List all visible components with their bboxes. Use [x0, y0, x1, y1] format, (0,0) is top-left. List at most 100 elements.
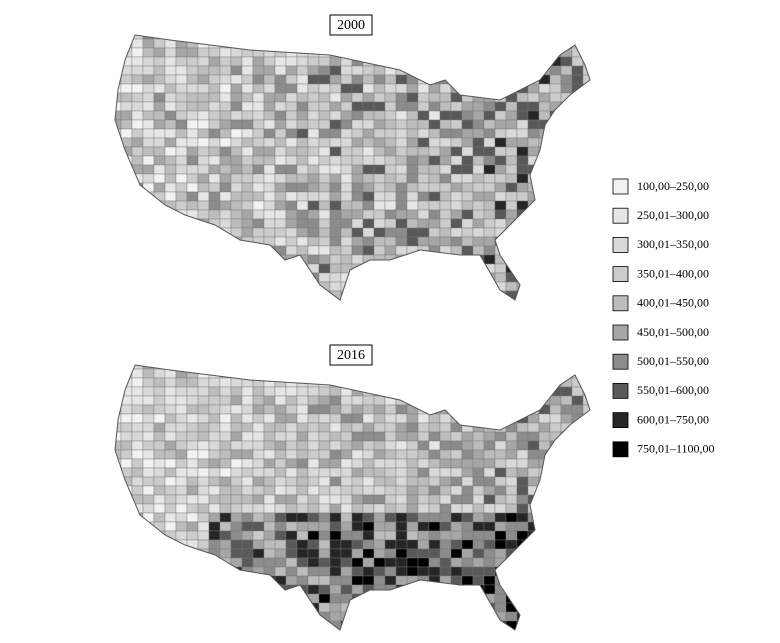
region — [549, 467, 562, 478]
region — [153, 272, 166, 283]
region — [197, 521, 210, 532]
region — [329, 611, 342, 622]
region — [340, 494, 353, 505]
region — [164, 110, 177, 121]
region — [472, 137, 485, 148]
region — [142, 182, 155, 193]
region — [461, 620, 474, 630]
region — [230, 602, 243, 613]
region — [428, 209, 441, 220]
region — [175, 512, 188, 523]
region — [296, 485, 309, 496]
region — [274, 35, 287, 40]
region — [131, 74, 144, 85]
region — [516, 602, 529, 613]
region — [571, 539, 584, 550]
region — [307, 254, 320, 265]
region — [472, 512, 485, 523]
region — [384, 602, 397, 613]
region — [340, 485, 353, 496]
region — [329, 272, 342, 283]
region — [175, 467, 188, 478]
region — [395, 200, 408, 211]
region — [417, 164, 430, 175]
region — [296, 146, 309, 157]
region — [417, 494, 430, 505]
region — [594, 183, 605, 192]
region — [241, 173, 254, 184]
region — [241, 137, 254, 148]
region — [428, 38, 441, 49]
region — [131, 236, 144, 247]
region — [318, 146, 331, 157]
region — [472, 35, 485, 40]
region — [208, 593, 221, 604]
region — [373, 377, 386, 388]
region — [329, 191, 342, 202]
region — [373, 575, 386, 586]
region — [494, 110, 507, 121]
region — [175, 56, 188, 67]
region — [483, 191, 496, 202]
region — [351, 137, 364, 148]
region — [274, 395, 287, 406]
region — [241, 593, 254, 604]
region — [351, 512, 364, 523]
region — [329, 200, 342, 211]
region — [197, 440, 210, 451]
region — [164, 404, 177, 415]
region — [373, 365, 386, 370]
region — [175, 575, 188, 586]
region — [154, 309, 165, 318]
region — [263, 173, 276, 184]
region — [428, 254, 441, 265]
region — [560, 35, 573, 40]
region — [362, 56, 375, 67]
region — [131, 101, 144, 112]
region — [505, 119, 518, 130]
region — [153, 245, 166, 256]
region — [142, 209, 155, 220]
region — [395, 431, 408, 442]
region — [594, 630, 605, 639]
region — [571, 503, 584, 514]
region — [450, 218, 463, 229]
region — [263, 164, 276, 175]
region — [115, 173, 122, 184]
region — [219, 440, 232, 451]
region — [384, 593, 397, 604]
region — [582, 485, 590, 496]
region — [582, 611, 590, 622]
region — [263, 467, 276, 478]
region — [131, 548, 144, 559]
region — [560, 458, 573, 469]
region — [252, 191, 265, 202]
region — [318, 431, 331, 442]
region — [252, 485, 265, 496]
region — [340, 539, 353, 550]
region — [307, 74, 320, 85]
region — [594, 111, 605, 120]
region — [417, 467, 430, 478]
region — [582, 137, 590, 148]
region — [307, 56, 320, 67]
region — [131, 65, 144, 76]
region — [472, 395, 485, 406]
region — [439, 629, 452, 630]
region — [594, 441, 605, 450]
region — [428, 395, 441, 406]
region — [175, 164, 188, 175]
region — [208, 539, 221, 550]
region — [494, 245, 507, 256]
region — [483, 227, 496, 238]
region — [549, 611, 562, 622]
region — [296, 155, 309, 166]
region — [571, 65, 584, 76]
region — [384, 629, 397, 630]
region — [406, 47, 419, 58]
region — [318, 494, 331, 505]
region — [340, 521, 353, 532]
region — [594, 273, 605, 282]
region — [538, 128, 551, 139]
region — [351, 575, 364, 586]
